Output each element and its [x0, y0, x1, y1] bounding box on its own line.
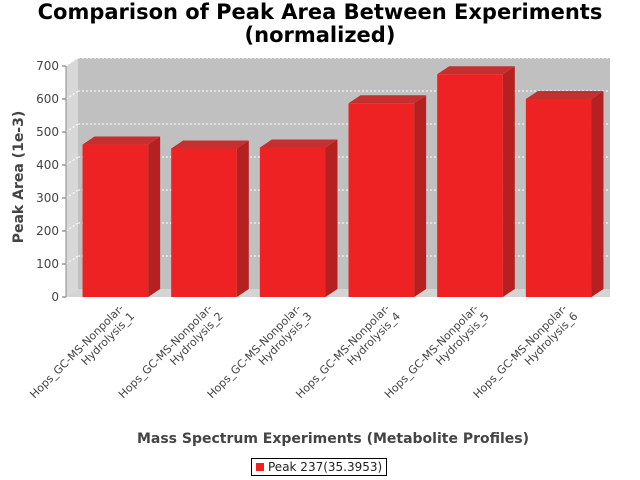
- y-tick-label: 600: [36, 92, 59, 106]
- legend: Peak 237(35.3953): [251, 458, 388, 476]
- y-tick-label: 0: [51, 290, 59, 304]
- bar-top: [82, 136, 161, 145]
- legend-swatch: [256, 463, 264, 471]
- grid-line-diag: [65, 222, 79, 232]
- y-tick-label: 500: [36, 125, 59, 139]
- y-tick-label: 200: [36, 224, 59, 238]
- bar-side: [591, 91, 604, 297]
- y-tick-label: 300: [36, 191, 59, 205]
- plot-left-wall: [66, 58, 78, 297]
- bar: [82, 144, 149, 297]
- bar-top: [348, 95, 427, 104]
- y-axis-label: Peak Area (1e-3): [11, 110, 27, 244]
- y-tick-label: 700: [36, 59, 59, 73]
- bar: [525, 99, 592, 297]
- bar-top: [437, 66, 515, 75]
- grid-line-diag: [65, 123, 79, 133]
- bar: [348, 103, 415, 297]
- bar-top: [259, 139, 338, 148]
- bar: [437, 74, 503, 297]
- bar-top: [525, 91, 604, 99]
- y-tick-label: 100: [36, 257, 59, 271]
- chart-title-line-1: Comparison of Peak Area Between Experime…: [37, 0, 603, 24]
- chart-title: Comparison of Peak Area Between Experime…: [0, 1, 640, 47]
- y-tick-label: 400: [36, 158, 59, 172]
- grid-line-diag: [65, 90, 79, 100]
- x-axis-label: Mass Spectrum Experiments (Metabolite Pr…: [136, 431, 530, 447]
- bar-side: [148, 136, 161, 297]
- bar-side: [236, 140, 249, 297]
- bar-top: [171, 140, 249, 149]
- bar-side: [325, 139, 338, 297]
- chart-title-line-2: (normalized): [244, 23, 396, 47]
- bar-side: [414, 95, 427, 297]
- legend-label: Peak 237(35.3953): [268, 460, 383, 474]
- grid-line-diag: [65, 156, 79, 166]
- bar: [259, 147, 326, 297]
- bar-side: [502, 66, 515, 297]
- grid-line-diag: [65, 189, 79, 199]
- bar: [171, 148, 237, 297]
- grid-line-diag: [65, 255, 79, 265]
- grid-line-diag: [65, 57, 79, 67]
